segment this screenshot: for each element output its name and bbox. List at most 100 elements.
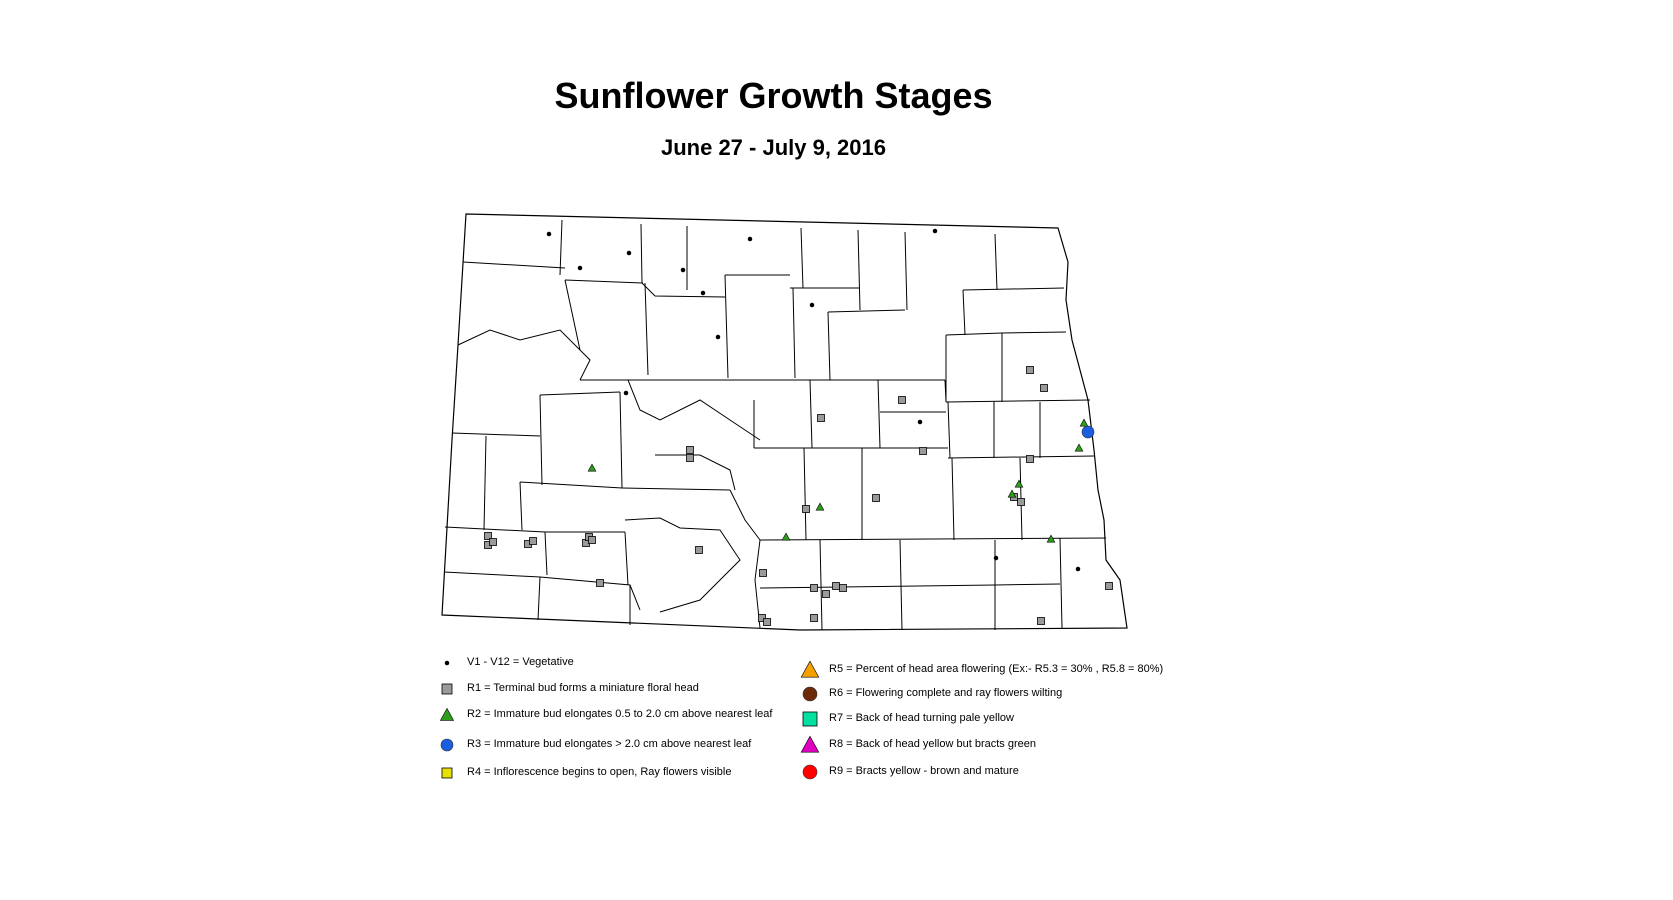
marker-r2 (781, 532, 791, 541)
county-boundary (800, 227, 804, 289)
legend-symbol-r1 (441, 683, 453, 695)
county-boundary (544, 531, 548, 576)
county-boundary (877, 379, 881, 449)
marker-r1 (529, 537, 537, 545)
marker-v (626, 250, 632, 256)
marker-v (1075, 566, 1081, 572)
county-boundary (994, 233, 998, 291)
marker-r1 (1026, 455, 1034, 463)
marker-r1 (1026, 366, 1034, 374)
legend-label-r7: R7 = Back of head turning pale yellow (829, 712, 1014, 724)
legend-label-r6: R6 = Flowering complete and ray flowers … (829, 687, 1063, 699)
marker-r1 (1040, 384, 1048, 392)
marker-r1 (1105, 582, 1113, 590)
marker-r1 (484, 532, 492, 540)
legend-symbol-r6 (802, 686, 818, 702)
county-boundary (621, 487, 731, 491)
county-boundary (947, 401, 951, 459)
county-boundary (641, 282, 726, 298)
county-boundary (519, 481, 623, 489)
county-boundary (451, 432, 541, 437)
county-boundary (564, 279, 644, 284)
county-boundary (564, 279, 581, 351)
county-boundary (724, 274, 729, 379)
county-boundary (462, 261, 566, 269)
marker-r1 (686, 454, 694, 462)
county-boundary (827, 309, 906, 313)
marker-v (700, 290, 706, 296)
marker-r1 (1017, 498, 1025, 506)
county-boundary (759, 584, 996, 589)
county-boundary (792, 287, 796, 379)
marker-r1 (489, 538, 497, 546)
legend-label-r8: R8 = Back of head yellow but bracts gree… (829, 738, 1036, 750)
marker-r2 (587, 463, 597, 472)
county-boundary (803, 447, 807, 541)
county-boundary (624, 531, 629, 586)
county-boundary (759, 537, 1107, 541)
county-boundary (947, 455, 1095, 459)
marker-r3 (1081, 425, 1095, 439)
marker-v (809, 302, 815, 308)
marker-r2 (1074, 443, 1084, 452)
marker-r1 (810, 584, 818, 592)
legend-label-v: V1 - V12 = Vegetative (467, 656, 574, 668)
legend-symbol-r4 (441, 767, 453, 779)
legend-symbol-r8 (800, 735, 820, 753)
marker-v (932, 228, 938, 234)
legend-label-r5: R5 = Percent of head area flowering (Ex:… (829, 663, 1164, 675)
county-boundary (994, 583, 1061, 586)
marker-r1 (817, 414, 825, 422)
county-boundary (857, 229, 861, 311)
marker-r1 (822, 590, 830, 598)
marker-v (747, 236, 753, 242)
county-boundary (951, 457, 955, 541)
marker-r1 (872, 494, 880, 502)
marker-v (546, 231, 552, 237)
legend-symbol-v (444, 660, 450, 666)
county-boundary (483, 435, 487, 531)
legend-symbol-r3 (440, 738, 454, 752)
marker-r1 (832, 582, 840, 590)
county-boundary (944, 379, 947, 403)
county-boundary (945, 399, 1091, 403)
marker-r1 (759, 569, 767, 577)
marker-r1 (802, 505, 810, 513)
legend-label-r1: R1 = Terminal bud forms a miniature flor… (467, 682, 699, 694)
marker-r1 (898, 396, 906, 404)
marker-r1 (588, 536, 596, 544)
county-boundary (1059, 537, 1063, 629)
marker-r1 (686, 446, 694, 454)
legend-symbol-r2 (439, 707, 455, 721)
legend-symbol-r5 (800, 660, 820, 678)
county-boundary (559, 219, 563, 276)
county-boundary (962, 289, 966, 336)
marker-v (715, 334, 721, 340)
legend-label-r4: R4 = Inflorescence begins to open, Ray f… (467, 766, 732, 778)
county-boundary (537, 576, 541, 621)
marker-r1 (763, 618, 771, 626)
county-boundary (627, 379, 761, 441)
marker-r2 (1014, 479, 1024, 488)
marker-r2 (815, 502, 825, 511)
county-boundary (644, 282, 649, 376)
marker-r1 (1037, 617, 1045, 625)
marker-v (680, 267, 686, 273)
legend-symbol-r9 (802, 764, 818, 780)
map-subtitle: June 27 - July 9, 2016 (660, 135, 887, 160)
county-boundary (443, 571, 641, 611)
county-boundary (962, 287, 1065, 291)
marker-r1 (810, 614, 818, 622)
county-boundary (640, 223, 643, 284)
county-boundary (827, 311, 831, 381)
state-outline (441, 213, 1128, 631)
county-boundary (655, 454, 736, 491)
map-title: Sunflower Growth Stages (554, 75, 993, 116)
marker-v (623, 390, 629, 396)
legend-label-r3: R3 = Immature bud elongates > 2.0 cm abo… (467, 738, 752, 750)
county-boundary (539, 394, 543, 486)
county-boundary (624, 517, 741, 613)
marker-r1 (919, 447, 927, 455)
county-boundary (809, 379, 813, 449)
